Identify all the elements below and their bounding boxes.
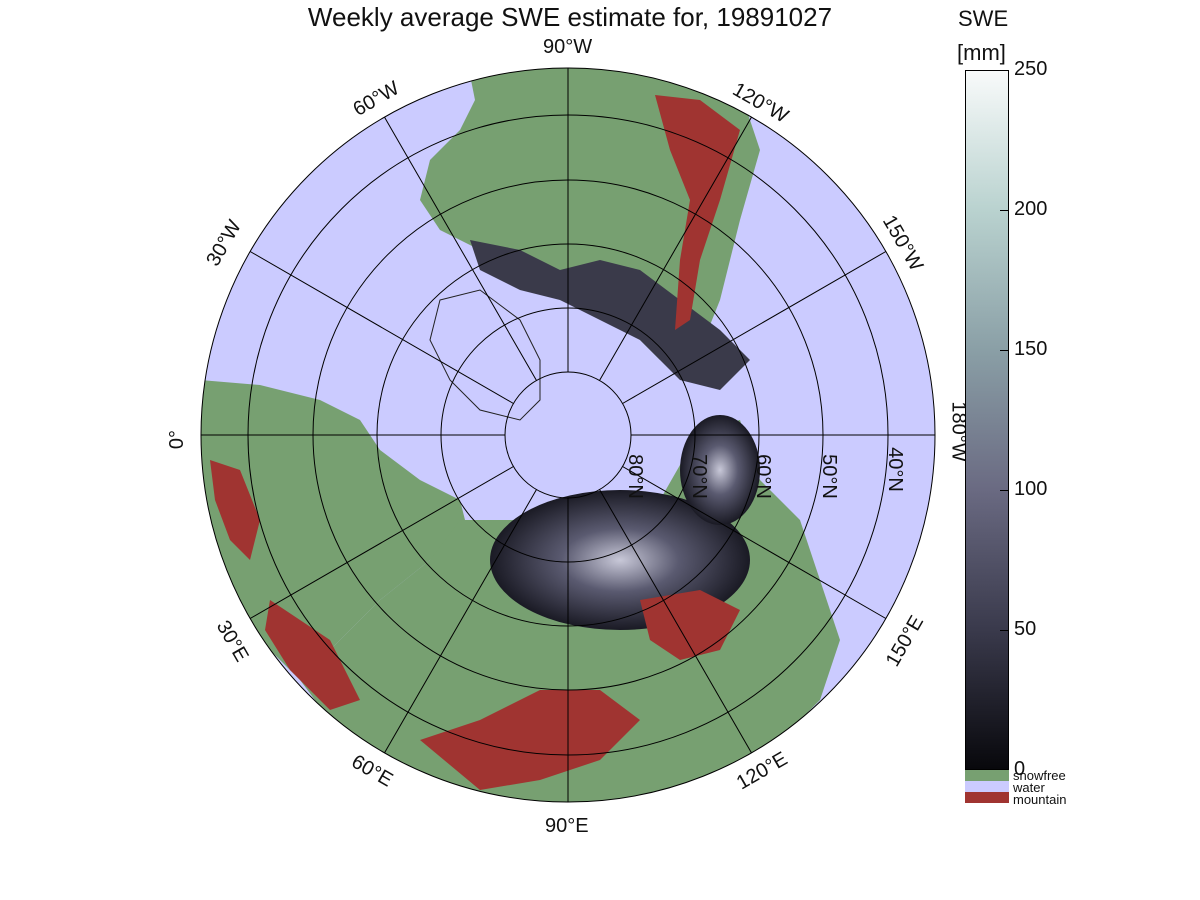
lon-label-90e: 90°E (545, 815, 589, 837)
lat-label-80n: 80°N (623, 454, 646, 499)
lat-label-40n: 40°N (883, 447, 906, 492)
lat-label-70n: 70°N (687, 454, 710, 499)
colorbar-tick-mark (1000, 210, 1009, 211)
greenland (429, 289, 541, 421)
swe-colorbar (965, 70, 1009, 770)
colorbar-tick-mark (1000, 490, 1009, 491)
colorbar-tick-label: 0 (1014, 758, 1026, 780)
lon-label-0: 0° (166, 429, 189, 450)
meridian-line (384, 116, 537, 381)
meridian-lines (201, 68, 935, 802)
meridian-line (384, 489, 537, 754)
alps-scandes-mountains (210, 460, 260, 560)
kamchatka-snow-area (680, 415, 760, 525)
meridian-line (599, 116, 752, 381)
meridian-line (622, 251, 887, 404)
legend-swatch-water (965, 781, 1009, 792)
lon-label-90w: 90°W (543, 36, 593, 58)
colorbar-tick-mark (1000, 630, 1009, 631)
colorbar-tick-label: 250 (1014, 58, 1048, 80)
graticule (200, 67, 936, 803)
colorbar-tick-mark (1000, 350, 1009, 351)
map-title: Weekly average SWE estimate for, 1989102… (307, 2, 833, 32)
colorbar-tick-label: 150 (1014, 338, 1048, 360)
colorbar-tick-label: 200 (1014, 198, 1048, 220)
legend-label-mountain: mountain (1013, 792, 1067, 807)
tibet-mountains (420, 690, 640, 790)
legend-swatch-snowfree (965, 770, 1009, 781)
colorbar-tick-label: 100 (1014, 478, 1048, 500)
land-layer (201, 68, 840, 802)
legend-swatch-mountain (965, 792, 1009, 803)
europe-landmass (201, 380, 470, 680)
rocky-mountains (655, 95, 740, 330)
east-asia-mountains (640, 590, 740, 660)
legend-label-water: water (1013, 780, 1045, 795)
meridian-line (622, 466, 887, 619)
meridian-line (249, 251, 514, 404)
legend-label-snowfree: snowfree (1013, 768, 1066, 783)
meridian-line (599, 489, 752, 754)
lat-label-50n: 50°N (817, 454, 840, 499)
lat-label-60n: 60°N (751, 454, 774, 499)
colorbar-tick-label: 50 (1014, 618, 1037, 640)
colorbar-title: SWE (958, 6, 1009, 31)
colorbar-tick-mark (1000, 70, 1009, 71)
colorbar-unit: [mm] (957, 40, 1006, 65)
meridian-line (249, 466, 514, 619)
scandinavia-mountains (265, 600, 360, 710)
